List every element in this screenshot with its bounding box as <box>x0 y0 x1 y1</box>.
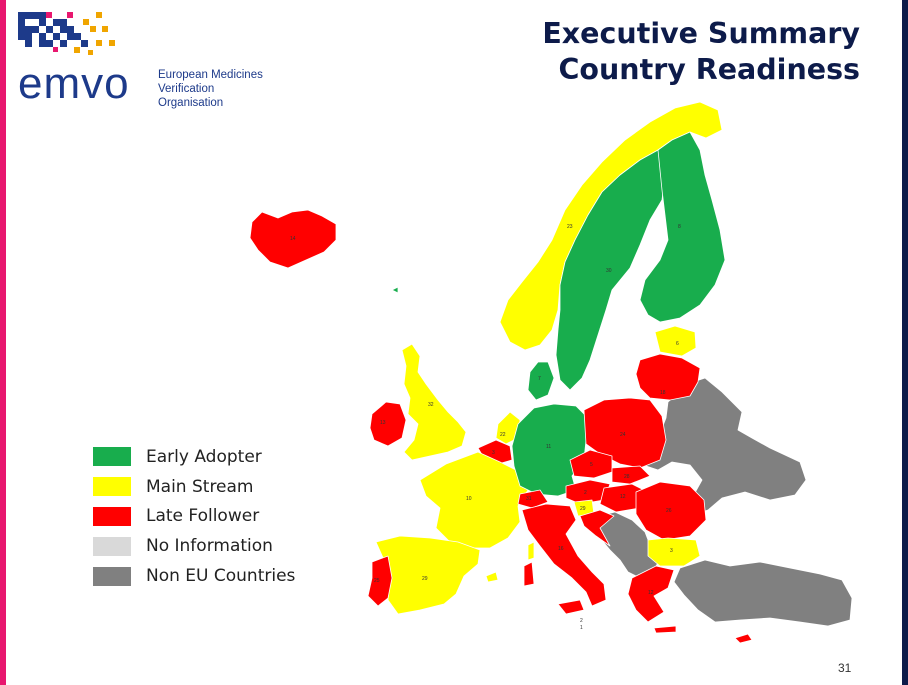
legend-item-late-follower: Late Follower <box>93 502 295 532</box>
label-poland: 24 <box>620 432 626 438</box>
label-estonia: 6 <box>676 341 679 347</box>
country-romania <box>635 481 707 541</box>
title-line2: Country Readiness <box>558 53 860 86</box>
legend-item-main-stream: Main Stream <box>93 472 295 502</box>
label-switzerland: 31 <box>526 496 532 502</box>
country-denmark <box>527 361 555 401</box>
legend-item-non-eu: Non EU Countries <box>93 561 295 591</box>
label-norway: 23 <box>567 224 573 230</box>
country-iceland <box>249 209 337 269</box>
country-sweden <box>555 149 666 391</box>
label-belgium: 3 <box>492 450 495 456</box>
logo-subtitle-line2: Verification Organisation <box>158 83 224 109</box>
country-cyprus <box>734 633 753 644</box>
country-bulgaria <box>647 537 701 567</box>
map-legend: Early Adopter Main Stream Late Follower … <box>93 442 295 591</box>
legend-swatch <box>93 447 131 467</box>
country-portugal <box>367 555 393 607</box>
country-uk <box>401 343 467 461</box>
legend-label: Late Follower <box>146 506 260 527</box>
country-slovakia <box>611 465 651 485</box>
label-portugal: 25 <box>374 578 380 584</box>
emvo-logo: emvo European Medicines Verification Org… <box>16 10 276 110</box>
legend-item-early-adopter: Early Adopter <box>93 442 295 472</box>
right-accent-bar <box>902 0 908 685</box>
label-denmark: 7 <box>538 376 541 382</box>
country-corsica <box>527 541 535 561</box>
label-baltics: 18 <box>660 390 666 396</box>
label-finland: 8 <box>678 224 681 230</box>
label-germany: 11 <box>546 444 551 450</box>
label-hungary: 12 <box>620 494 626 500</box>
label-slovenia: 29 <box>580 506 586 512</box>
label-czech: 5 <box>590 462 593 468</box>
country-italy <box>521 503 607 607</box>
page-number: 31 <box>838 661 852 675</box>
country-crete <box>653 625 677 634</box>
label-france: 10 <box>466 496 472 502</box>
country-germany <box>511 403 589 497</box>
label-spain: 29 <box>422 576 428 582</box>
country-turkey <box>673 559 853 627</box>
legend-swatch <box>93 477 131 497</box>
legend-label: Non EU Countries <box>146 566 296 587</box>
country-greece <box>627 565 675 623</box>
legend-label: No Information <box>146 536 273 557</box>
label-malta-1: 2 <box>580 618 583 624</box>
left-accent-bar <box>0 0 6 685</box>
label-bulgaria: 3 <box>670 548 673 554</box>
country-sicily <box>557 599 585 615</box>
country-france <box>419 451 529 549</box>
label-malta-2: 1 <box>580 625 583 631</box>
legend-swatch <box>93 536 131 556</box>
legend-label: Early Adopter <box>146 446 262 467</box>
label-ireland: 13 <box>380 420 386 426</box>
country-finland <box>639 131 726 323</box>
label-uk: 32 <box>428 402 434 408</box>
label-slovakia: 28 <box>624 474 630 480</box>
country-faroe <box>391 286 399 294</box>
legend-item-no-information: No Information <box>93 531 295 561</box>
country-croatia <box>579 509 615 547</box>
label-romania: 26 <box>666 508 672 514</box>
country-ireland <box>369 401 407 447</box>
country-baltics <box>635 353 701 401</box>
legend-swatch <box>93 506 131 526</box>
label-italy: 16 <box>558 546 564 552</box>
label-netherlands: 22 <box>500 432 506 438</box>
country-switzerland <box>517 489 549 509</box>
legend-swatch <box>93 566 131 586</box>
logo-subtitle-line1: European Medicines <box>158 69 263 81</box>
label-greece: 12 <box>648 590 654 596</box>
label-sweden: 30 <box>606 268 612 274</box>
logo-subtitle: European Medicines Verification Organisa… <box>158 68 276 110</box>
logo-wordmark: emvo <box>18 59 130 108</box>
page-title: Executive Summary Country Readiness <box>542 16 860 88</box>
country-sardinia <box>523 561 535 587</box>
label-austria: 2 <box>584 490 587 496</box>
title-line1: Executive Summary <box>542 17 860 50</box>
label-iceland: 14 <box>290 236 296 242</box>
country-balearics <box>485 571 499 583</box>
country-estonia <box>654 325 697 357</box>
legend-label: Main Stream <box>146 476 254 497</box>
logo-pixel-mark <box>18 12 115 55</box>
